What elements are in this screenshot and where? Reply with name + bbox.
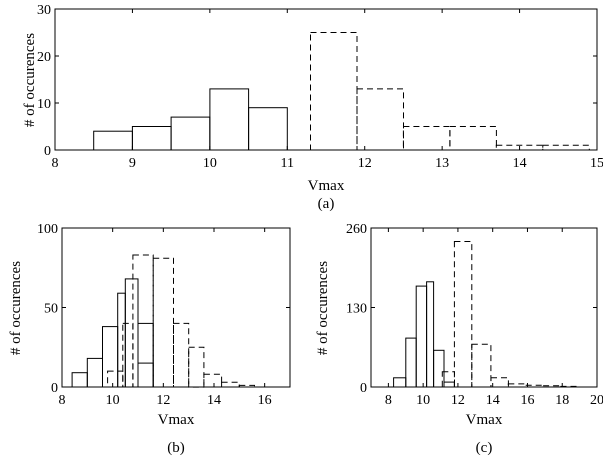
panel-a-bar-solid-0-1 [131, 126, 172, 151]
panel-a-bar-solid-0-3 [209, 88, 250, 151]
panel-a-bar-dashed-1-2 [402, 126, 451, 151]
panel-c-bar-dashed-1-2 [471, 343, 492, 388]
panel-b-ylabel: # of occurences [8, 261, 24, 355]
panel-c-xtick-label-18: 18 [555, 393, 569, 408]
panel-b-bar-solid-0-2 [102, 326, 119, 388]
panel-c-bar-dashed-1-3 [490, 377, 509, 388]
panel-a-bar-solid-0-4 [248, 107, 288, 151]
panel-b-bar-dashed-2-5 [188, 346, 205, 388]
panel-a-bar-dashed-1-3 [449, 126, 497, 151]
panel-a-label: (a) [318, 196, 335, 212]
panel-b-bar-solid-0-0 [71, 372, 88, 388]
panel-c-ytick-label-260: 260 [346, 222, 367, 237]
panel-a-xtick-label-13: 13 [435, 156, 449, 171]
panel-c-xtick-label-8: 8 [385, 393, 392, 408]
panel-b-ytick-label-0: 0 [51, 381, 58, 396]
panel-b-ticks: 8 10 12 14 16 0 50 100 [37, 222, 290, 408]
panel-a-ytick-label-20: 20 [37, 50, 51, 65]
panel-b-bar-dashed-2-0 [107, 370, 124, 388]
panel-a-xtick-label-14: 14 [513, 156, 527, 171]
panel-b-bar-solid-0-1 [86, 357, 104, 388]
panel-b-ytick-label-50: 50 [44, 302, 58, 317]
panel-a-bars [93, 32, 590, 151]
panel-c-xtick-label-20: 20 [590, 393, 603, 408]
panel-a-bar-dashed-1-5 [542, 144, 590, 151]
panel-a: 8 9 10 11 12 13 14 15 0 10 20 30 Vmax # of occurenc… [22, 3, 603, 212]
panel-a-bar-dashed-1-1 [356, 88, 404, 151]
panel-b-bars [71, 254, 256, 388]
panel-c-xtick-label-10: 10 [416, 393, 430, 408]
panel-a-ytick-label-30: 30 [37, 3, 51, 18]
panel-a-ticks: 8 9 10 11 12 13 14 15 0 10 20 30 [37, 3, 603, 171]
panel-c-bar-solid-0-2 [415, 285, 428, 388]
panel-a-axes-frame [54, 8, 598, 151]
panel-c-bar-solid-0-1 [405, 337, 417, 388]
panel-c-bar-solid-0-3 [426, 281, 435, 388]
panel-a-xtick-label-12: 12 [358, 156, 372, 171]
panel-b-label: (b) [167, 440, 185, 456]
panel-b-xlabel: Vmax [158, 412, 195, 428]
panel-a-xtick-label-11: 11 [281, 156, 294, 171]
panel-c-xlabel: Vmax [466, 412, 503, 428]
panel-b-bar-solid-1-0 [137, 362, 154, 388]
panel-c: 8 10 12 14 16 18 20 0 130 260 Vmax # of occurence… [315, 222, 603, 456]
panel-a-bar-solid-0-2 [170, 116, 211, 151]
panel-b-bar-dashed-2-1 [122, 322, 134, 388]
panel-a-xtick-label-9: 9 [129, 156, 136, 171]
panel-a-bar-dashed-1-0 [310, 32, 358, 151]
panel-b-xtick-label-16: 16 [258, 393, 272, 408]
panel-c-xtick-label-14: 14 [486, 393, 500, 408]
panel-c-bar-dashed-1-1 [453, 241, 473, 388]
panel-b-bar-solid-0-3 [117, 292, 126, 388]
panel-a-xtick-label-10: 10 [203, 156, 217, 171]
panel-c-ytick-label-130: 130 [346, 302, 367, 317]
panel-b-bar-dashed-2-6 [203, 373, 223, 388]
panel-c-ticks: 8 10 12 14 16 18 20 0 130 260 [346, 222, 603, 408]
panel-b-bar-dashed-2-4 [173, 322, 190, 388]
panel-a-xtick-label-15: 15 [590, 156, 603, 171]
panel-c-bar-solid-0-0 [393, 377, 407, 388]
panel-b-xtick-label-8: 8 [59, 393, 66, 408]
panel-c-ytick-label-0: 0 [360, 381, 367, 396]
panel-b-bar-solid-0-5 [137, 322, 154, 388]
panel-b-bar-dashed-2-7 [221, 381, 240, 388]
panel-a-ytick-label-0: 0 [44, 144, 51, 159]
panel-c-xtick-label-16: 16 [520, 393, 534, 408]
panel-c-axes-frame [370, 227, 598, 388]
panel-b-xtick-label-10: 10 [106, 393, 120, 408]
panel-b: 8 10 12 14 16 0 50 100 Vmax # of occurences (b) [8, 222, 291, 456]
panel-c-bar-solid-0-5 [443, 381, 455, 388]
panel-a-ylabel: # of occurences [22, 33, 38, 127]
panel-b-xtick-label-12: 12 [156, 393, 170, 408]
panel-a-ytick-label-10: 10 [37, 97, 51, 112]
panel-b-bar-dashed-2-2 [132, 254, 154, 388]
panel-c-xtick-label-12: 12 [451, 393, 465, 408]
panel-a-xtick-label-8: 8 [52, 156, 59, 171]
panel-b-bar-dashed-2-3 [152, 257, 174, 388]
panel-b-xtick-label-14: 14 [207, 393, 221, 408]
panel-c-ylabel: # of occurences [315, 261, 331, 355]
panel-c-bars [393, 241, 579, 388]
panel-a-xlabel: Vmax [308, 178, 345, 194]
panel-a-bar-solid-0-0 [93, 130, 133, 151]
panel-b-ytick-label-100: 100 [37, 222, 58, 237]
panel-b-axes-frame [61, 227, 291, 388]
panel-c-label: (c) [476, 440, 493, 456]
panel-b-bar-solid-0-4 [124, 278, 139, 388]
